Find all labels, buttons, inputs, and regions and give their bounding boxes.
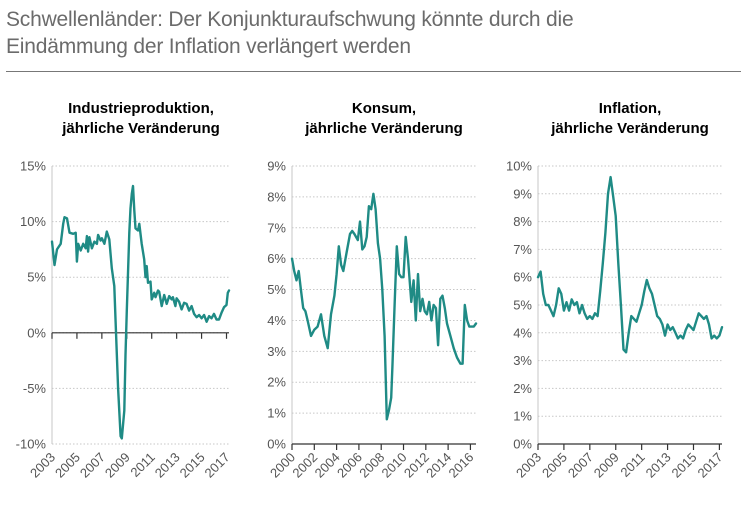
chart-industrial-production: Industrieproduktion, jährliche Veränderun…	[16, 100, 233, 481]
y-tick-label: 10%	[506, 159, 532, 174]
y-tick-label: 5%	[513, 298, 532, 313]
y-tick-label: 2%	[513, 381, 532, 396]
title-divider	[6, 71, 741, 72]
x-tick-label: 2003	[513, 450, 544, 481]
x-tick-label: 2011	[127, 450, 157, 480]
y-tick-label: 6%	[267, 251, 286, 266]
chart-title-line: Inflation,	[599, 100, 662, 117]
y-tick-label: 0%	[267, 437, 286, 452]
y-tick-label: 7%	[513, 242, 532, 257]
y-tick-label: 1%	[513, 409, 532, 424]
y-tick-label: 10%	[20, 214, 46, 229]
page-title-line-2: Eindämmung der Inflation verlängert werd…	[6, 35, 411, 58]
x-tick-label: 2015	[177, 450, 208, 481]
x-tick-label: 2011	[617, 450, 647, 480]
y-tick-label: 8%	[513, 214, 532, 229]
chart-title-line: jährliche Veränderung	[550, 120, 709, 137]
y-tick-label: 9%	[267, 159, 286, 174]
x-tick-label: 2015	[669, 450, 700, 481]
chart-consumption: Konsum, jährliche Veränderung 0% 1% 2% 3% 4% 5%…	[267, 100, 478, 481]
x-tick-label: 2013	[152, 450, 183, 481]
x-tick-label: 2003	[27, 450, 58, 481]
x-tick-label: 2007	[77, 450, 108, 481]
x-tick-label: 2016	[445, 450, 476, 481]
x-tick-label: 2009	[102, 450, 133, 481]
series-line	[290, 192, 478, 421]
x-tick-label: 2009	[591, 450, 622, 481]
y-tick-label: 15%	[20, 159, 46, 174]
x-tick-label: 2005	[52, 450, 83, 481]
y-tick-label: 6%	[513, 270, 532, 285]
y-tick-label: 4%	[513, 325, 532, 340]
x-tick-label: 2017	[694, 450, 725, 481]
y-tick-label: 9%	[513, 186, 532, 201]
x-tick-label: 2007	[565, 450, 596, 481]
y-tick-label: 5%	[267, 282, 286, 297]
chart-title-line: Industrieproduktion,	[68, 100, 214, 117]
y-tick-label: 2%	[267, 375, 286, 390]
series-line	[536, 175, 724, 354]
y-tick-label: -5%	[23, 381, 47, 396]
chart-title-line: jährliche Veränderung	[61, 120, 220, 137]
y-tick-label: 7%	[267, 220, 286, 235]
x-tick-label: 2005	[539, 450, 570, 481]
x-tick-label: 2013	[643, 450, 674, 481]
y-tick-label: 4%	[267, 313, 286, 328]
page-title-line-1: Schwellenländer: Der Konjunkturaufschwun…	[6, 8, 574, 31]
chart-inflation: Inflation, jährliche Veränderung 0% 1% 2% 3% 4…	[506, 100, 726, 481]
chart-title-line: Konsum,	[352, 100, 416, 117]
y-tick-label: 0%	[513, 437, 532, 452]
y-tick-label: 3%	[267, 344, 286, 359]
y-tick-label: 8%	[267, 189, 286, 204]
page-title: Schwellenländer: Der Konjunkturaufschwun…	[6, 6, 741, 60]
series-line	[50, 184, 231, 440]
y-tick-label: -10%	[16, 437, 47, 452]
y-tick-label: 1%	[267, 406, 286, 421]
x-tick-label: 2017	[202, 450, 233, 481]
y-tick-label: 0%	[27, 325, 46, 340]
y-tick-label: 5%	[27, 270, 46, 285]
y-tick-label: 3%	[513, 353, 532, 368]
chart-title-line: jährliche Veränderung	[304, 120, 463, 137]
